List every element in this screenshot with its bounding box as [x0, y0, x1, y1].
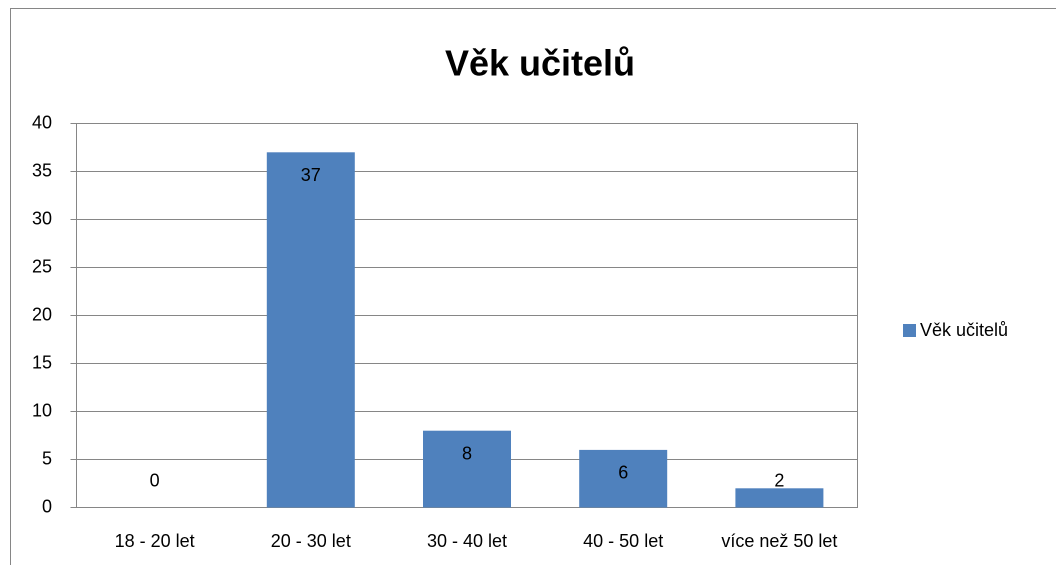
x-tick-label: 30 - 40 let	[427, 531, 507, 551]
y-tick-label: 20	[32, 304, 52, 324]
x-tick-label: 40 - 50 let	[583, 531, 663, 551]
bar	[423, 430, 511, 508]
x-tick-label: 18 - 20 let	[115, 531, 195, 551]
legend-label: Věk učitelů	[920, 320, 1008, 340]
y-tick-label: 5	[42, 448, 52, 468]
x-tick-label: 20 - 30 let	[271, 531, 351, 551]
y-tick-label: 15	[32, 352, 52, 372]
chart-border	[10, 8, 1056, 565]
data-label: 6	[618, 463, 628, 483]
bar	[266, 152, 355, 508]
y-tick-label: 25	[32, 256, 52, 276]
bar	[735, 488, 824, 508]
legend-swatch	[903, 324, 916, 337]
data-label: 8	[462, 443, 472, 463]
y-tick-label: 30	[32, 208, 52, 228]
data-label: 2	[774, 470, 784, 490]
y-tick-label: 10	[32, 400, 52, 420]
bar	[579, 449, 668, 508]
data-label: 0	[150, 470, 160, 490]
data-label: 37	[301, 165, 321, 185]
y-tick-label: 0	[42, 496, 52, 516]
chart-title: Věk učitelů	[445, 43, 635, 84]
y-tick-label: 40	[32, 112, 52, 132]
x-tick-label: více než 50 let	[721, 531, 837, 551]
y-tick-label: 35	[32, 160, 52, 180]
